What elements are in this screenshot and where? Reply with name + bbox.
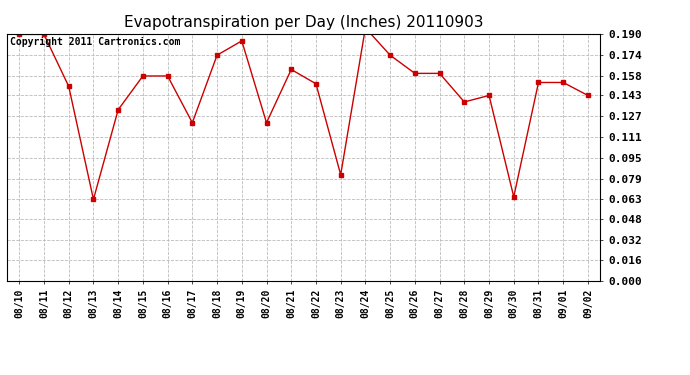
Text: Copyright 2011 Cartronics.com: Copyright 2011 Cartronics.com — [10, 38, 180, 48]
Text: Evapotranspiration per Day (Inches) 20110903: Evapotranspiration per Day (Inches) 2011… — [124, 15, 484, 30]
